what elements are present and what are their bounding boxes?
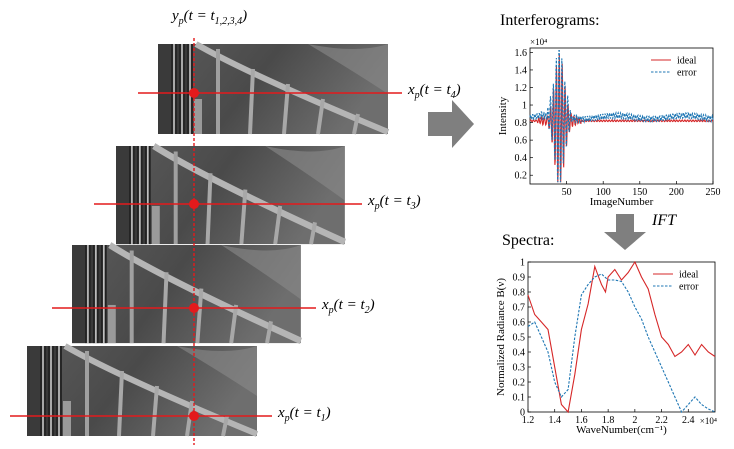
arrow-down-icon xyxy=(604,214,646,250)
y-tick-label: 0.8 xyxy=(513,288,526,299)
y-tick-label: 0.6 xyxy=(513,318,526,329)
y-tick-label: 0.5 xyxy=(513,333,526,344)
legend-label-ideal: ideal xyxy=(677,56,697,67)
x-tick-label: 250 xyxy=(706,187,721,198)
legend-label-error: error xyxy=(677,68,697,79)
y-tick-label: 0.2 xyxy=(513,378,526,389)
xp-label-t2: xp(t = t2) xyxy=(322,297,375,316)
y-tick-label: 1 xyxy=(520,258,525,269)
y-tick-label: 0.9 xyxy=(513,273,526,284)
x-tick-label: 2 xyxy=(632,415,637,426)
y-multiplier: ×10⁴ xyxy=(530,37,547,47)
y-axis-label: Normalized Radiance B(ν) xyxy=(495,278,507,396)
series-line-error xyxy=(529,50,714,183)
yp-top-label: yp(t = t1,2,3,4) xyxy=(172,8,248,27)
y-tick-label: 0.2 xyxy=(515,171,528,182)
point-t1 xyxy=(189,411,199,421)
x-tick-label: 2.2 xyxy=(655,415,668,426)
series-line-error xyxy=(527,273,716,413)
y-tick-label: 1.2 xyxy=(515,83,528,94)
x-axis-label: ImageNumber xyxy=(590,196,654,208)
y-tick-label: 0.4 xyxy=(513,348,526,359)
x-tick-label: 2.4 xyxy=(682,415,695,426)
legend-label-ideal: ideal xyxy=(679,270,699,281)
y-tick-label: 1.4 xyxy=(515,65,528,76)
y-axis-label: Intensity xyxy=(497,96,509,135)
x-tick-label: 200 xyxy=(669,187,684,198)
y-tick-label: 1 xyxy=(522,101,527,112)
x-tick-label: 150 xyxy=(632,187,647,198)
plot-area xyxy=(527,261,716,413)
y-tick-label: 0.7 xyxy=(513,303,526,314)
series-line-ideal xyxy=(527,260,716,414)
y-tick-label: 0.4 xyxy=(515,153,528,164)
x-multiplier: ×10⁴ xyxy=(700,416,717,426)
x-axis-label: WaveNumber(cm⁻¹) xyxy=(576,424,667,436)
x-tick-label: 1.4 xyxy=(548,415,561,426)
y-tick-label: 0 xyxy=(520,408,525,419)
xp-label-t3: xp(t = t3) xyxy=(368,193,421,212)
ift-label: IFT xyxy=(652,212,676,229)
x-tick-label: 50 xyxy=(562,187,572,198)
interferogram-title: Interferograms: xyxy=(500,12,600,29)
x-tick-label: 1.6 xyxy=(575,415,588,426)
y-tick-label: 0.8 xyxy=(515,118,528,129)
y-tick-label: 0.6 xyxy=(515,136,528,147)
point-t4 xyxy=(189,88,199,98)
x-tick-label: 1.8 xyxy=(602,415,615,426)
arrow-right-icon xyxy=(428,100,474,148)
x-tick-label: 100 xyxy=(596,187,611,198)
legend-label-error: error xyxy=(679,282,699,293)
y-tick-label: 0.1 xyxy=(513,393,526,404)
y-tick-label: 0.3 xyxy=(513,363,526,374)
point-t3 xyxy=(189,199,199,209)
point-t2 xyxy=(189,303,199,313)
xp-label-t4: xp(t = t4) xyxy=(408,82,461,101)
spectra-title: Spectra: xyxy=(502,232,555,249)
y-tick-label: 1.6 xyxy=(515,48,528,59)
series-line-ideal xyxy=(529,54,714,183)
xp-label-t1: xp(t = t1) xyxy=(278,405,331,424)
x-tick-label: 1.2 xyxy=(522,415,535,426)
